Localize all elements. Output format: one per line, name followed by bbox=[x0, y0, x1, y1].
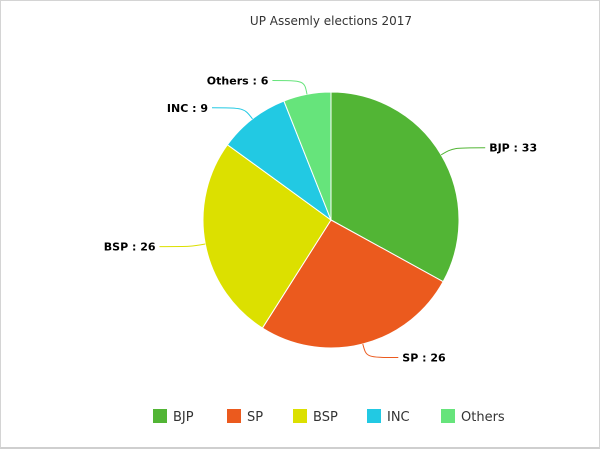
chart-title: UP Assemly elections 2017 bbox=[250, 14, 412, 28]
connector-bjp bbox=[440, 147, 486, 156]
pie-slice-bjp[interactable] bbox=[330, 91, 460, 283]
label-connectors bbox=[159, 80, 486, 358]
connector-sp bbox=[362, 343, 399, 358]
legend-swatch-bsp bbox=[293, 409, 307, 423]
legend-swatch-bjp bbox=[153, 409, 167, 423]
data-label-bsp: BSP : 26 bbox=[104, 241, 156, 254]
legend-label-bsp: BSP bbox=[313, 410, 338, 425]
legend-item-inc[interactable]: INC bbox=[367, 409, 410, 425]
pie-slice-bsp[interactable] bbox=[202, 144, 332, 329]
legend-label-others: Others bbox=[461, 410, 505, 425]
legend: BJP SP BSP INC Others bbox=[153, 409, 505, 425]
legend-item-sp[interactable]: SP bbox=[227, 409, 263, 425]
legend-swatch-others bbox=[441, 409, 455, 423]
data-labels: BJP : 33 SP : 26 BSP : 26 INC : 9 Others : 6 bbox=[104, 75, 537, 365]
legend-label-sp: SP bbox=[247, 410, 263, 425]
data-label-others: Others : 6 bbox=[207, 75, 269, 88]
data-label-inc: INC : 9 bbox=[167, 102, 208, 115]
legend-label-inc: INC bbox=[387, 410, 410, 425]
legend-item-bsp[interactable]: BSP bbox=[293, 409, 338, 425]
legend-item-bjp[interactable]: BJP bbox=[153, 409, 194, 425]
pie-slice-sp[interactable] bbox=[261, 219, 444, 349]
data-label-bjp: BJP : 33 bbox=[489, 142, 537, 155]
connector-inc bbox=[211, 107, 253, 120]
connector-bsp bbox=[159, 243, 206, 248]
pie-slices bbox=[202, 91, 460, 349]
connector-others bbox=[272, 80, 308, 95]
legend-swatch-sp bbox=[227, 409, 241, 423]
legend-label-bjp: BJP bbox=[173, 410, 194, 425]
data-label-sp: SP : 26 bbox=[402, 352, 446, 365]
legend-item-others[interactable]: Others bbox=[441, 409, 505, 425]
legend-swatch-inc bbox=[367, 409, 381, 423]
